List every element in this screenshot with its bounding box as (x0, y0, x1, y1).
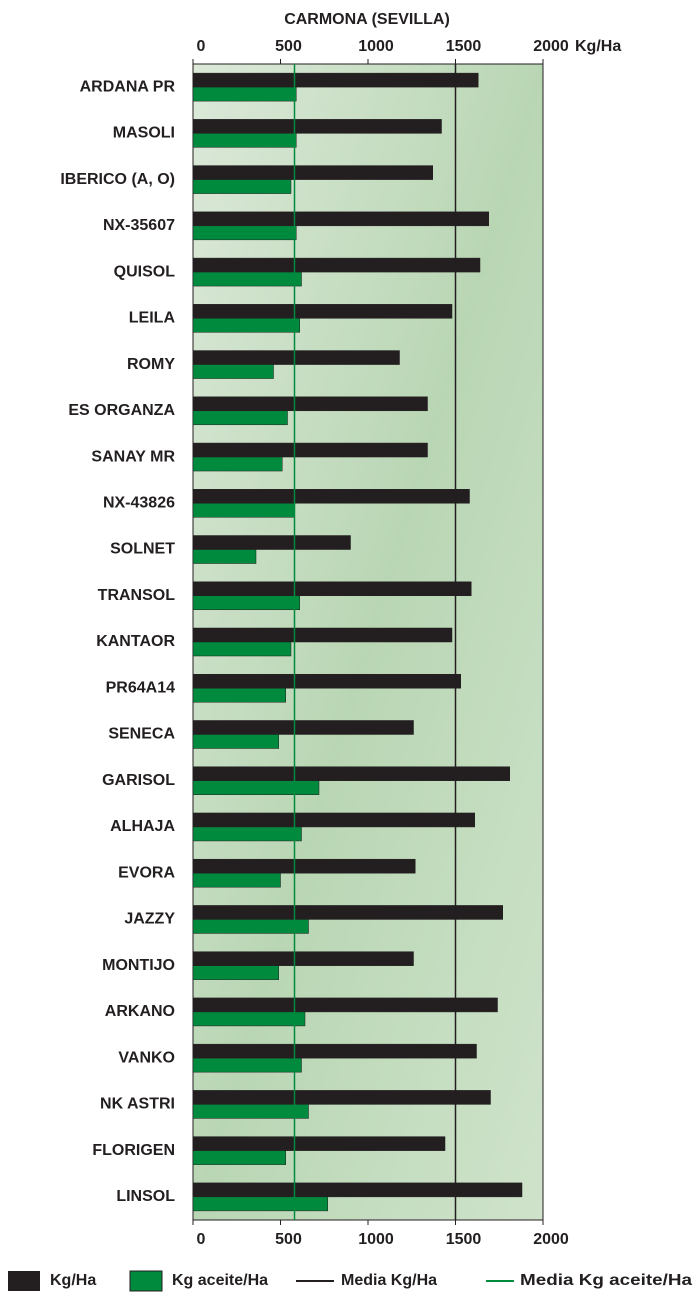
bar (192, 673, 461, 689)
axis-unit: Kg/Ha (575, 38, 621, 55)
x-tick-label: 500 (275, 1231, 302, 1248)
x-tick-label: 500 (275, 38, 302, 55)
x-tick-label: 0 (197, 1231, 206, 1248)
legend-swatch (8, 1271, 40, 1291)
category-label: NK ASTRI (100, 1096, 175, 1113)
bar (192, 304, 453, 319)
category-label: SANAY MR (91, 448, 175, 465)
category-label: QUISOL (114, 263, 176, 280)
bar (192, 858, 416, 874)
bar (192, 951, 414, 966)
bar (192, 641, 292, 657)
x-tick-label: 1500 (446, 1231, 482, 1248)
bar (192, 133, 297, 148)
category-label: LINSOL (116, 1188, 175, 1205)
category-label: NX-43826 (103, 494, 175, 511)
category-label: ALHAJA (110, 818, 175, 835)
bar (192, 410, 288, 426)
bar (192, 225, 297, 241)
category-label: SENECA (108, 726, 175, 743)
x-tick-label: 2000 (533, 38, 569, 55)
category-label: FLORIGEN (92, 1142, 175, 1159)
category-label: GARISOL (102, 772, 175, 789)
bar (192, 72, 479, 88)
legend-label: Media Kg/Ha (341, 1272, 437, 1289)
bar (192, 997, 498, 1013)
bar (192, 1104, 309, 1119)
bar (192, 1182, 523, 1198)
bar (192, 734, 279, 749)
bar (192, 211, 489, 227)
bar (192, 442, 428, 458)
bar (192, 687, 286, 703)
bar (192, 86, 297, 102)
bar (192, 905, 503, 920)
x-tick-label: 0 (197, 38, 206, 55)
x-tick-label: 1000 (358, 38, 394, 55)
bar (192, 872, 281, 888)
bar (192, 535, 351, 550)
category-label: LEILA (129, 310, 176, 327)
bar (192, 1136, 446, 1151)
bar (192, 627, 453, 643)
bar (192, 456, 283, 472)
bar (192, 179, 292, 194)
legend-label: Media Kg aceite/Ha (520, 1272, 692, 1289)
category-label: ES ORGANZA (68, 402, 175, 419)
bar (192, 271, 302, 287)
bar (192, 396, 428, 412)
x-tick-label: 2000 (533, 1231, 569, 1248)
category-label: PR64A14 (106, 679, 175, 696)
bar (192, 350, 400, 365)
bar (192, 119, 442, 134)
bar (192, 364, 274, 379)
x-tick-label: 1000 (358, 1231, 394, 1248)
category-label: IBERICO (A, O) (60, 171, 175, 188)
category-label: NX-35607 (103, 217, 175, 234)
category-label: JAZZY (124, 911, 175, 928)
bar (192, 503, 295, 518)
bar (192, 595, 300, 611)
bar (192, 1011, 306, 1027)
bar (192, 581, 472, 597)
category-label: KANTAOR (96, 633, 175, 650)
category-label: MASOLI (113, 125, 175, 142)
bar (192, 1150, 286, 1165)
category-label: SOLNET (110, 541, 175, 558)
category-label: EVORA (118, 864, 175, 881)
bar (192, 1090, 491, 1105)
bar (192, 780, 320, 795)
bar (192, 812, 475, 828)
category-label: ROMY (127, 356, 175, 373)
bar (192, 1057, 302, 1073)
legend-swatch (129, 1270, 163, 1292)
bar (192, 965, 279, 980)
bar (192, 720, 414, 735)
bar (192, 549, 257, 564)
bar (192, 1196, 328, 1212)
bar (192, 165, 433, 180)
bar (192, 318, 300, 333)
category-label: VANKO (118, 1049, 175, 1066)
bar (192, 766, 510, 781)
category-label: ARKANO (105, 1003, 175, 1020)
category-label: MONTIJO (102, 957, 175, 974)
chart-title: CARMONA (SEVILLA) (284, 11, 450, 28)
legend-label: Kg/Ha (50, 1272, 96, 1289)
bar (192, 919, 309, 934)
legend-label: Kg aceite/Ha (172, 1272, 268, 1289)
bar (192, 826, 302, 842)
bar (192, 489, 470, 504)
bar (192, 257, 481, 273)
bar (192, 1043, 477, 1059)
category-label: TRANSOL (98, 587, 176, 604)
category-label: ARDANA PR (80, 78, 176, 95)
x-tick-label: 1500 (446, 38, 482, 55)
